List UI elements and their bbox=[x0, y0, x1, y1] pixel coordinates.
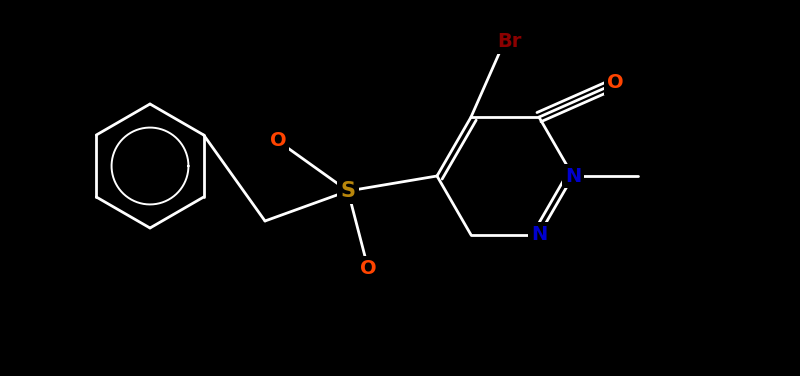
Text: O: O bbox=[360, 259, 376, 277]
Text: Br: Br bbox=[497, 32, 521, 51]
Text: N: N bbox=[565, 167, 581, 185]
Text: S: S bbox=[341, 181, 355, 201]
Text: O: O bbox=[270, 132, 286, 150]
Text: O: O bbox=[606, 73, 623, 92]
Text: N: N bbox=[531, 225, 547, 244]
